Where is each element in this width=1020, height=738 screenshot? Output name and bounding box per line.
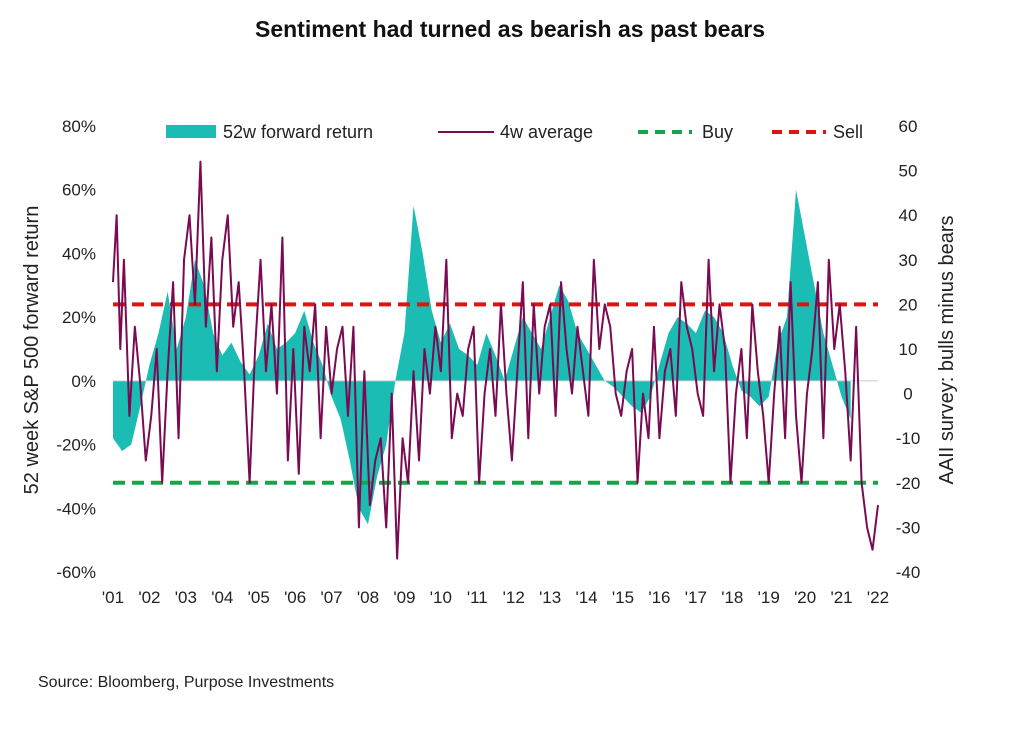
right-tick-label: 60 — [899, 117, 918, 136]
x-tick-label: '04 — [211, 588, 233, 607]
left-tick-label: 80% — [62, 117, 96, 136]
x-tick-label: '10 — [430, 588, 452, 607]
right-tick-label: 50 — [899, 162, 918, 181]
x-tick-label: '21 — [830, 588, 852, 607]
x-tick-label: '14 — [575, 588, 597, 607]
left-axis: 80% 60% 40% 20% 0% -20% -40% -60% — [56, 117, 96, 582]
x-tick-label: '07 — [320, 588, 342, 607]
line-series — [112, 160, 879, 560]
x-tick-label: '18 — [721, 588, 743, 607]
x-tick-label: '17 — [685, 588, 707, 607]
source-note: Source: Bloomberg, Purpose Investments — [38, 674, 335, 691]
x-tick-label: '16 — [648, 588, 670, 607]
legend-label-buy: Buy — [702, 122, 733, 142]
right-tick-label: 40 — [899, 206, 918, 225]
right-tick-label: 30 — [899, 251, 918, 270]
right-tick-label: 20 — [899, 295, 918, 314]
left-axis-title: 52 week S&P 500 forward return — [21, 206, 43, 495]
area-series — [113, 189, 851, 525]
right-tick-label: -30 — [896, 518, 921, 537]
right-axis: 60 50 40 30 20 10 0 -10 -20 -30 -40 — [896, 117, 921, 582]
right-axis-title: AAII survey: bulls minus bears — [936, 216, 958, 485]
left-tick-label: -40% — [56, 499, 96, 518]
x-tick-label: '01 — [102, 588, 124, 607]
x-tick-label: '22 — [867, 588, 889, 607]
left-tick-label: 0% — [71, 372, 96, 391]
left-tick-label: -60% — [56, 563, 96, 582]
x-tick-label: '02 — [138, 588, 160, 607]
left-tick-label: 40% — [62, 244, 96, 263]
x-tick-label: '19 — [758, 588, 780, 607]
legend-swatch-forward-return — [166, 125, 216, 138]
left-tick-label: 60% — [62, 181, 96, 200]
x-tick-label: '13 — [539, 588, 561, 607]
x-tick-label: '09 — [393, 588, 415, 607]
right-tick-label: -20 — [896, 474, 921, 493]
right-tick-label: 0 — [903, 385, 912, 404]
legend-label-sell: Sell — [833, 122, 863, 142]
x-tick-label: '12 — [503, 588, 525, 607]
x-tick-label: '05 — [248, 588, 270, 607]
x-tick-label: '08 — [357, 588, 379, 607]
x-axis: '01 '02 '03 '04 '05 '06 '07 '08 '09 '10 '11 '12 '13 '… — [102, 588, 889, 607]
area-forward-return — [113, 189, 851, 525]
x-tick-label: '15 — [612, 588, 634, 607]
legend: 52w forward return 4w average Buy Sell — [166, 122, 863, 142]
right-tick-label: -40 — [896, 563, 921, 582]
left-tick-label: -20% — [56, 436, 96, 455]
right-tick-label: -10 — [896, 429, 921, 448]
legend-label-forward-return: 52w forward return — [223, 122, 373, 142]
left-tick-label: 20% — [62, 308, 96, 327]
x-tick-label: '20 — [794, 588, 816, 607]
right-tick-label: 10 — [899, 340, 918, 359]
legend-label-4w-average: 4w average — [500, 122, 593, 142]
x-tick-label: '06 — [284, 588, 306, 607]
x-tick-label: '11 — [467, 588, 488, 607]
chart-title: Sentiment had turned as bearish as past … — [255, 16, 765, 42]
line-4w-average — [112, 160, 879, 560]
x-tick-label: '03 — [175, 588, 197, 607]
